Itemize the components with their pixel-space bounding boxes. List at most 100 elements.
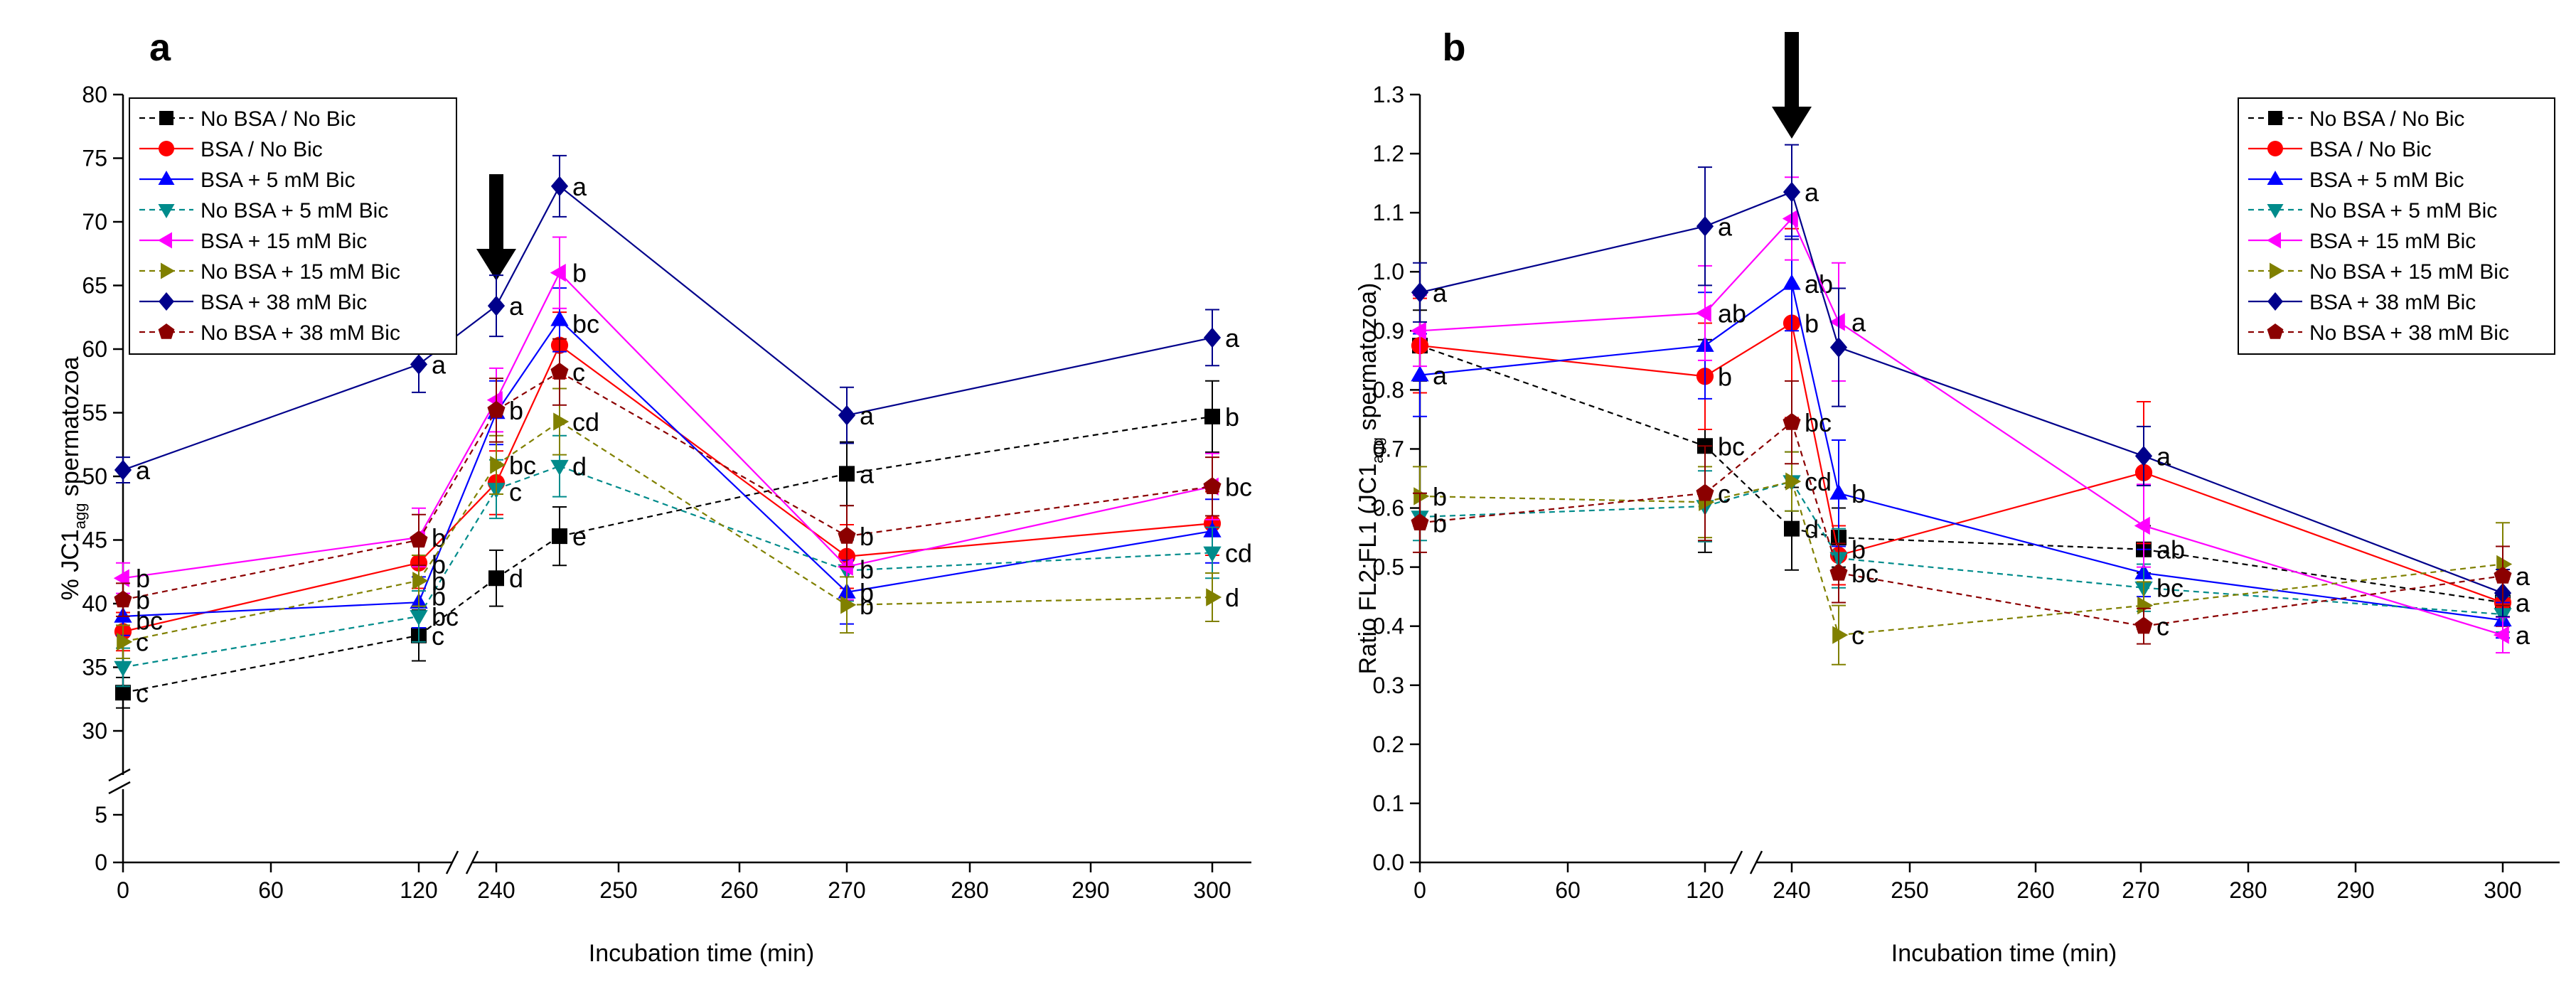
panel-a-chart: 0 5 30 35 40 45 50 55 60 65 70 75 80 0 60 120 240 250 260 2… [57,26,1252,967]
legend-label: No BSA / No Bic [201,107,356,131]
data-point [115,685,131,701]
y-tick-label: 0.9 [1373,318,1404,343]
significance-letter: b [1433,508,1447,538]
series-line-segment [1419,312,1706,332]
series-line-segment [1838,557,2144,589]
data-point [2134,516,2150,535]
significance-letter: b [860,578,874,607]
significance-letter: a [432,350,447,379]
x-tick-label: 280 [951,877,988,903]
x-tick-label: 300 [1193,877,1231,903]
series-line-segment [846,552,1213,572]
data-point [1411,365,1429,382]
y-tick-label: 0.1 [1373,791,1404,816]
data-point [838,405,856,426]
y-tick-label: 50 [82,464,107,489]
data-point [1784,520,1800,537]
significance-letter: a [2516,562,2530,591]
data-point [488,570,504,587]
series-line-segment [559,371,848,538]
legend-marker [158,323,175,339]
y-tick-label: 5 [95,802,107,828]
significance-letter: a [1225,323,1240,353]
significance-letter: a [1851,308,1866,337]
legend-marker [158,232,172,249]
significance-letter: bc [1805,408,1832,437]
data-point [490,456,506,474]
legend-marker [2267,323,2284,339]
significance-letter: d [509,564,523,593]
series-line-segment [559,344,848,557]
series-line-segment [1419,492,1706,524]
legend-label: No BSA + 38 mM Bic [2309,321,2509,345]
x-tick-label: 240 [477,877,515,903]
significance-letter: bc [1718,432,1745,461]
significance-letter: d [572,452,587,481]
significance-letter: a [860,401,875,430]
significance-letter: a [572,172,587,201]
x-axis-break-mark [1729,850,1743,875]
series-line-segment [2143,525,2503,636]
x-tick-label: 120 [1686,877,1723,903]
series-line-segment [1838,536,2144,550]
data-point [839,466,855,482]
y-tick-label: 55 [82,400,107,426]
data-point [2137,596,2154,615]
series-line-segment [1419,225,1706,294]
series-line-segment [496,186,560,306]
series-line-segment [418,482,497,564]
series-line-segment [846,486,1213,568]
x-axis-label: Incubation time (min) [1891,940,2117,967]
legend-marker [161,262,175,279]
significance-letter: c [509,477,522,506]
x-tick-label: 280 [2229,877,2267,903]
y-axis-label-subscript: agg [1369,437,1386,464]
x-tick-label: 0 [1413,877,1426,903]
x-tick-label: 260 [2016,877,2054,903]
panel-label: b [1443,26,1466,69]
series-line-segment [1704,322,1792,378]
significance-letter: bc [2157,574,2184,603]
legend-marker [2270,262,2284,279]
y-tick-label: 0 [95,850,107,875]
data-point [487,400,506,418]
series-line-segment [1838,346,2144,457]
series-line-segment [418,488,497,617]
x-tick-label: 250 [599,877,637,903]
series-line-segment [496,371,560,411]
y-tick-label: 0.8 [1373,377,1404,402]
y-tick-label: 0.5 [1373,555,1404,580]
data-point [2134,616,2153,634]
series-line-segment [1704,481,1792,503]
significance-letter: a [2516,621,2530,650]
x-tick-label: 260 [720,877,758,903]
significance-letter: a [1718,212,1733,241]
series-line-segment [1838,492,2144,574]
series-line-segment [1790,481,1840,636]
legend-marker [2267,292,2283,311]
series-line-segment [496,421,560,466]
data-point [1832,626,1849,644]
legend: No BSA / No Bic BSA / No Bic BSA + 5 mM Bi… [129,97,457,355]
series-line-segment [1791,528,1839,539]
y-tick-label: 0.2 [1373,732,1404,757]
significance-letter: a [2157,442,2171,471]
series-line-segment [1704,218,1792,314]
series-line-segment [1790,283,1840,494]
x-axis-break-mark [1749,850,1763,875]
x-tick-label: 60 [1555,877,1581,903]
legend-label: BSA / No Bic [201,138,323,161]
arrow-shaft [1785,32,1799,110]
data-point [1206,588,1222,606]
legend-marker [2267,232,2281,249]
data-point [1411,513,1429,530]
data-point [1413,487,1430,506]
legend-label: BSA + 5 mM Bic [2309,169,2464,192]
significance-letter: a [2516,588,2530,617]
y-axis-label-suffix: spermatozoa [57,356,84,503]
data-point [2494,566,2512,584]
x-tick-label: 60 [258,877,284,903]
significance-letter: bc [1225,472,1252,501]
